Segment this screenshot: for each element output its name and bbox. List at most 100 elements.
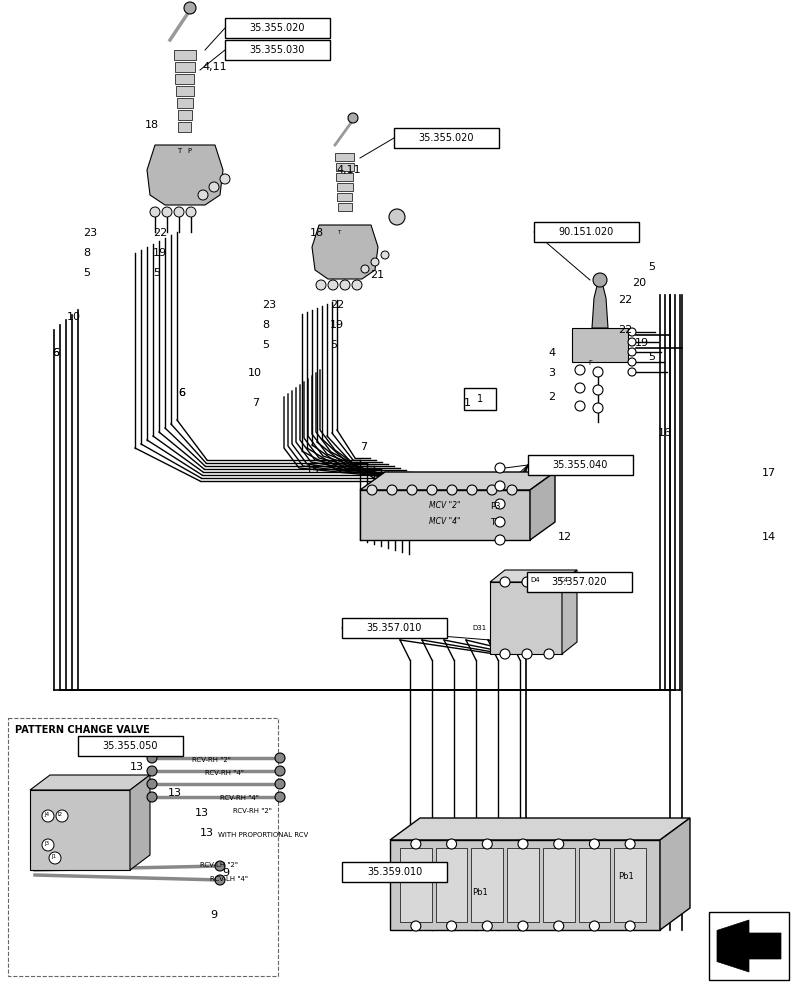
- Circle shape: [367, 485, 376, 495]
- Circle shape: [198, 190, 208, 200]
- Circle shape: [592, 385, 603, 395]
- Text: F: F: [587, 360, 591, 366]
- Circle shape: [406, 485, 417, 495]
- Polygon shape: [359, 472, 554, 490]
- Bar: [527, 455, 633, 475]
- Circle shape: [487, 485, 496, 495]
- Text: 4,11: 4,11: [202, 62, 226, 72]
- Bar: [393, 128, 499, 148]
- Circle shape: [410, 839, 420, 849]
- Circle shape: [624, 839, 634, 849]
- Text: 16: 16: [657, 428, 672, 438]
- Circle shape: [553, 839, 563, 849]
- Text: 13: 13: [195, 808, 208, 818]
- Text: RCV-RH "4": RCV-RH "4": [204, 770, 243, 776]
- Circle shape: [495, 517, 504, 527]
- Text: 35.357.020: 35.357.020: [551, 577, 607, 587]
- Text: PATTERN CHANGE VALVE: PATTERN CHANGE VALVE: [15, 725, 149, 735]
- Polygon shape: [389, 818, 689, 840]
- Text: 10: 10: [247, 368, 262, 378]
- Polygon shape: [561, 570, 577, 654]
- Circle shape: [361, 265, 368, 273]
- Text: J3: J3: [44, 841, 49, 846]
- Circle shape: [543, 577, 553, 587]
- Circle shape: [466, 485, 476, 495]
- Text: 8: 8: [83, 248, 90, 258]
- Text: 13: 13: [200, 828, 214, 838]
- Text: RCV-RH "2": RCV-RH "2": [233, 808, 272, 814]
- Circle shape: [371, 258, 379, 266]
- Circle shape: [627, 368, 635, 376]
- Circle shape: [275, 753, 285, 763]
- Polygon shape: [30, 775, 150, 790]
- Text: 3: 3: [547, 368, 554, 378]
- Bar: [177, 98, 193, 108]
- Text: 13: 13: [168, 788, 182, 798]
- Bar: [526, 572, 631, 592]
- Circle shape: [553, 921, 563, 931]
- Bar: [174, 50, 195, 60]
- Text: 6: 6: [52, 348, 59, 358]
- Bar: [78, 736, 182, 756]
- Bar: [336, 173, 353, 181]
- Circle shape: [147, 753, 157, 763]
- Bar: [225, 40, 329, 60]
- Text: 21: 21: [370, 270, 384, 280]
- Bar: [436, 848, 467, 922]
- Bar: [337, 193, 352, 201]
- Circle shape: [162, 207, 172, 217]
- Circle shape: [592, 403, 603, 413]
- Text: 35.357.010: 35.357.010: [367, 623, 422, 633]
- Polygon shape: [489, 570, 577, 582]
- Text: 35.355.020: 35.355.020: [418, 133, 474, 143]
- Bar: [174, 62, 195, 72]
- Polygon shape: [571, 328, 627, 362]
- Circle shape: [589, 921, 599, 931]
- Text: MCV "4": MCV "4": [429, 518, 460, 526]
- Text: Pb1: Pb1: [617, 872, 633, 881]
- Text: 6: 6: [178, 388, 185, 398]
- Circle shape: [500, 577, 509, 587]
- Text: 5: 5: [329, 340, 337, 350]
- Polygon shape: [147, 145, 223, 205]
- Bar: [578, 848, 610, 922]
- Circle shape: [174, 207, 184, 217]
- Bar: [337, 183, 353, 191]
- Bar: [176, 86, 194, 96]
- Text: 22: 22: [617, 295, 632, 305]
- Circle shape: [517, 839, 527, 849]
- Bar: [534, 222, 638, 242]
- Circle shape: [186, 207, 195, 217]
- Circle shape: [446, 485, 457, 495]
- Text: J4: J4: [44, 812, 49, 817]
- Bar: [389, 840, 659, 930]
- Bar: [225, 18, 329, 38]
- Circle shape: [495, 463, 504, 473]
- Text: D31: D31: [471, 625, 486, 631]
- Circle shape: [506, 485, 517, 495]
- Text: RCV-LH "2": RCV-LH "2": [200, 862, 238, 868]
- Text: RCV-RH "4": RCV-RH "4": [220, 795, 259, 801]
- Text: 9: 9: [221, 868, 229, 878]
- Text: 2: 2: [547, 392, 555, 402]
- Circle shape: [627, 348, 635, 356]
- Text: 4: 4: [547, 348, 555, 358]
- Text: 5: 5: [647, 352, 654, 362]
- Circle shape: [275, 766, 285, 776]
- Circle shape: [500, 649, 509, 659]
- Text: 35.355.030: 35.355.030: [250, 45, 305, 55]
- Polygon shape: [716, 920, 780, 972]
- Text: RCV-LH "4": RCV-LH "4": [210, 876, 247, 882]
- Text: 35.355.050: 35.355.050: [103, 741, 158, 751]
- Text: 9: 9: [210, 910, 217, 920]
- Bar: [400, 848, 431, 922]
- Circle shape: [380, 251, 388, 259]
- Text: T: T: [489, 518, 495, 527]
- Polygon shape: [591, 282, 607, 328]
- Circle shape: [56, 810, 68, 822]
- Text: J1: J1: [51, 854, 56, 859]
- Circle shape: [184, 2, 195, 14]
- Circle shape: [495, 481, 504, 491]
- Circle shape: [627, 328, 635, 336]
- Text: RCV-RH "2": RCV-RH "2": [191, 757, 230, 763]
